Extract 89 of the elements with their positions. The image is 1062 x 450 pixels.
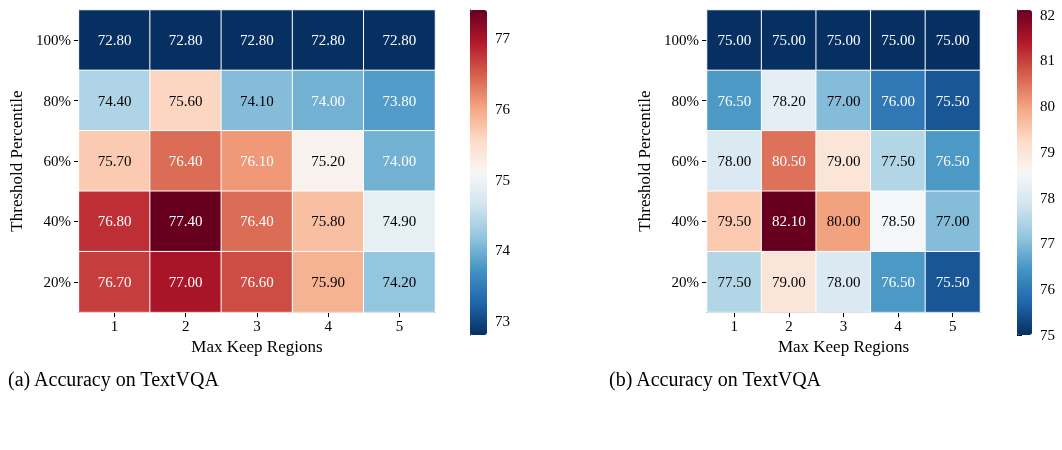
text: (b) Accuracy on TextVQA xyxy=(609,368,822,391)
data-label: 75.00 xyxy=(826,32,861,49)
x-tick-label: 4 xyxy=(324,317,333,334)
color-bar-label: 76 xyxy=(1040,281,1056,298)
x-tick-label: 2 xyxy=(181,317,190,334)
data-label: 76.50 xyxy=(935,153,970,170)
x-tick-label: 5 xyxy=(948,317,957,334)
data-label: 79.50 xyxy=(717,213,752,230)
y-tick-label: 60% xyxy=(671,153,699,170)
data-label: 72.80 xyxy=(97,32,132,49)
data-label: 76.50 xyxy=(717,92,752,109)
data-label: 76.40 xyxy=(240,213,274,230)
data-label: 75.00 xyxy=(717,32,752,49)
data-label: 78.00 xyxy=(717,153,752,170)
x-tick-label: 3 xyxy=(253,317,261,334)
color-bar-label: 81 xyxy=(1040,52,1055,69)
data-label: 72.80 xyxy=(240,32,274,49)
data-label: 75.00 xyxy=(935,32,970,49)
data-label: 77.00 xyxy=(935,213,970,230)
data-label: 76.80 xyxy=(97,213,132,230)
color-bar-label: 79 xyxy=(1040,143,1055,160)
x-tick-label: 2 xyxy=(785,317,793,334)
y-axis-title: Threshold Percentile xyxy=(635,90,655,232)
x-tick-label: 3 xyxy=(839,317,848,334)
data-label: 74.90 xyxy=(382,213,417,230)
color-bar-label: 77 xyxy=(1040,235,1056,252)
color-bar-label: 73 xyxy=(495,312,510,329)
data-label: 76.60 xyxy=(240,273,274,290)
data-label: 80.50 xyxy=(772,153,806,170)
y-tick-label: 100% xyxy=(35,32,71,49)
x-tick-label: 4 xyxy=(894,317,903,334)
color-bar-label: 75 xyxy=(495,171,510,188)
data-label: 75.00 xyxy=(881,32,915,49)
data-label: 77.40 xyxy=(168,213,203,230)
color-bar-label: 77 xyxy=(495,30,511,47)
data-label: 75.50 xyxy=(935,273,970,290)
data-label: 75.80 xyxy=(311,213,346,230)
data-label: 82.10 xyxy=(772,213,806,230)
data-label: 76.50 xyxy=(881,273,915,290)
data-label: 77.50 xyxy=(717,273,752,290)
data-label: 74.00 xyxy=(311,92,346,109)
data-label: 75.70 xyxy=(97,153,132,170)
data-label: 76.70 xyxy=(97,273,132,290)
data-label: 78.50 xyxy=(881,213,915,230)
x-tick-label: 1 xyxy=(110,317,119,334)
data-label: 75.00 xyxy=(772,32,806,49)
data-label: 77.50 xyxy=(881,153,915,170)
y-tick-label: 100% xyxy=(664,32,699,49)
y-tick-label: 80% xyxy=(43,92,71,109)
data-label: 75.60 xyxy=(168,92,203,109)
data-label: 79.00 xyxy=(826,153,861,170)
data-label: 80.00 xyxy=(826,213,861,230)
data-label: 75.90 xyxy=(311,273,346,290)
y-tick-label: 60% xyxy=(43,153,71,170)
y-tick-label: 20% xyxy=(671,273,699,290)
x-axis-title: Max Keep Regions xyxy=(777,337,910,356)
data-label: 72.80 xyxy=(382,32,417,49)
data-label: 72.80 xyxy=(168,32,203,49)
data-label: 76.00 xyxy=(881,92,915,109)
color-bar-label: 82 xyxy=(1040,6,1055,23)
y-axis-title: Threshold Percentile xyxy=(7,90,26,232)
color-bar-label: 74 xyxy=(495,242,511,259)
data-label: 73.80 xyxy=(382,92,417,109)
y-tick-label: 20% xyxy=(43,273,71,290)
data-label: 74.10 xyxy=(240,92,274,109)
data-label: 76.40 xyxy=(168,153,203,170)
y-tick-label: 80% xyxy=(671,92,699,109)
data-label: 72.80 xyxy=(311,32,346,49)
data-label: 74.20 xyxy=(382,273,417,290)
color-bar-label: 80 xyxy=(1040,98,1055,115)
text: (a) Accuracy on TextVQA xyxy=(8,368,219,391)
y-tick-label: 40% xyxy=(43,213,71,230)
x-axis-title: Max Keep Regions xyxy=(191,337,323,356)
data-label: 76.10 xyxy=(240,153,274,170)
data-label: 78.20 xyxy=(772,92,806,109)
x-tick-label: 1 xyxy=(730,317,739,334)
data-label: 78.00 xyxy=(826,273,861,290)
x-tick-label: 5 xyxy=(395,317,404,334)
data-label: 74.00 xyxy=(382,153,417,170)
data-label: 77.00 xyxy=(826,92,861,109)
data-label: 75.50 xyxy=(935,92,970,109)
data-label: 75.20 xyxy=(311,153,346,170)
data-label: 74.40 xyxy=(97,92,132,109)
data-label: 77.00 xyxy=(168,273,203,290)
color-bar-label: 76 xyxy=(495,100,511,117)
data-label: 79.00 xyxy=(772,273,806,290)
color-bar-label: 75 xyxy=(1040,327,1055,343)
color-bar-label: 78 xyxy=(1040,189,1055,206)
y-tick-label: 40% xyxy=(671,213,699,230)
